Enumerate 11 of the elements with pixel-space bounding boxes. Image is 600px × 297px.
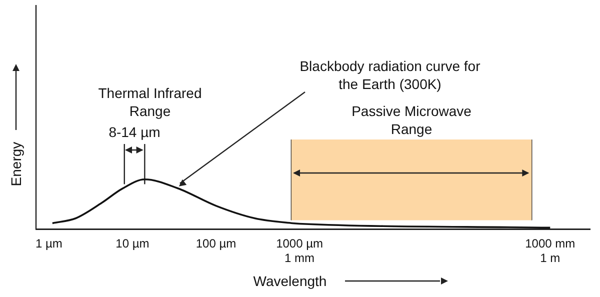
annotation: Blackbody radiation curve for the Earth (300K) [298,57,482,93]
x-tick-label: 10 µm [116,236,150,251]
x-tick-label: 1000 µm 1 mm [276,236,324,266]
ref-line-label: 8-14 µm [108,123,162,141]
x-tick-label: 1 µm [35,236,62,251]
y-axis-title: Energy [7,140,25,188]
band-label: Passive Microwave Range [350,102,472,138]
text: Thermal Infrared Range [97,84,203,120]
x-axis-title: Wavelength [252,272,328,290]
x-tick-label: 1000 mm 1 m [525,236,576,266]
x-tick-label: 100 µm [196,236,236,251]
